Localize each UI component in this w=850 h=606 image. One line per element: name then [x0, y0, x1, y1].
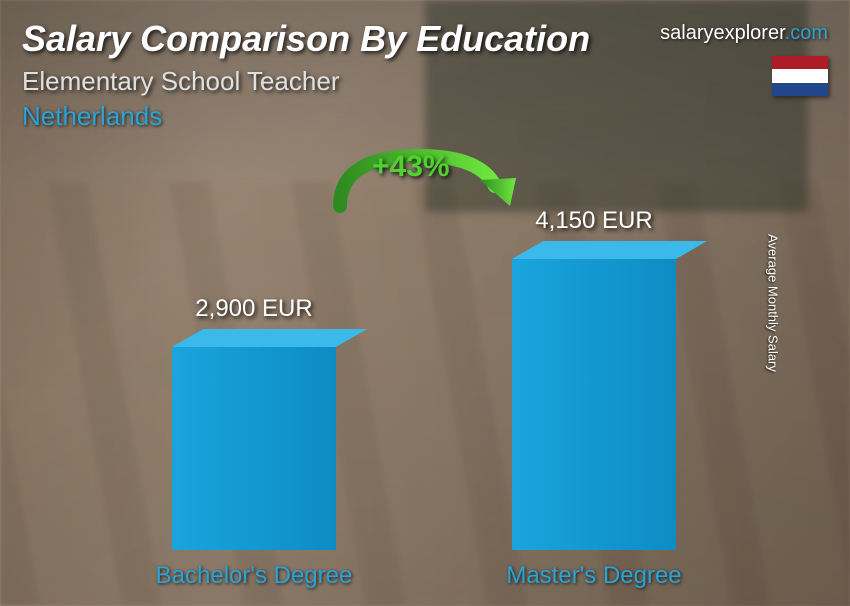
- flag-stripe-1: [772, 56, 828, 69]
- y-axis-label: Average Monthly Salary: [766, 234, 781, 372]
- delta-label: +43%: [372, 150, 450, 184]
- bar-masters: 4,150 EUR Master's Degree: [512, 259, 676, 550]
- subtitle-country: Netherlands: [22, 101, 828, 132]
- bar-front-face: [172, 347, 336, 550]
- bar-top-face: [512, 241, 707, 259]
- bar-value: 4,150 EUR: [535, 207, 652, 235]
- subtitle-job: Elementary School Teacher: [22, 66, 828, 97]
- brand-name: salaryexplorer: [660, 22, 785, 44]
- chart-area: +43% 2,900 EUR Bachelor's Degree 4,150 E…: [0, 150, 850, 606]
- bar-bachelors: 2,900 EUR Bachelor's Degree: [172, 347, 336, 550]
- bar-label: Master's Degree: [506, 562, 681, 590]
- flag-netherlands: [772, 56, 828, 96]
- flag-stripe-2: [772, 69, 828, 82]
- flag-stripe-3: [772, 83, 828, 96]
- bar-front-face: [512, 259, 676, 550]
- bar-value: 2,900 EUR: [195, 295, 312, 323]
- bar-label: Bachelor's Degree: [156, 562, 353, 590]
- brand-logo: salaryexplorer.com: [660, 22, 828, 45]
- brand-suffix: .com: [785, 22, 828, 44]
- bar-top-face: [172, 329, 367, 347]
